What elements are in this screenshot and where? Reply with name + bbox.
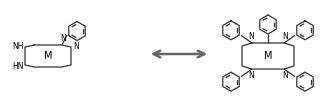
Text: N: N — [73, 42, 79, 51]
Text: M: M — [44, 51, 52, 61]
Text: N: N — [60, 34, 66, 43]
Text: M: M — [264, 51, 272, 61]
Text: N: N — [248, 32, 254, 41]
Text: HN: HN — [13, 61, 24, 70]
Text: N: N — [282, 71, 288, 80]
Text: N: N — [282, 32, 288, 41]
Text: NH: NH — [13, 42, 24, 51]
Text: N: N — [248, 71, 254, 80]
